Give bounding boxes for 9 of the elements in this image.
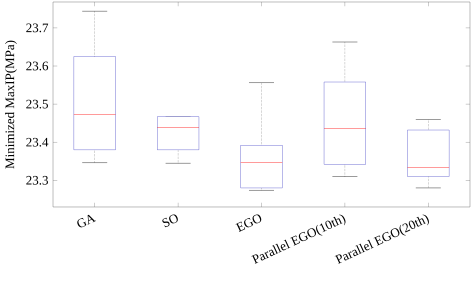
y-tick-label: 23.7: [26, 24, 48, 32]
y-tick-label: 23.4: [26, 138, 48, 147]
y-tick-label: 23.6: [26, 62, 48, 70]
x-tick-label: SO: [162, 214, 178, 228]
y-tick-label: 23.5: [26, 100, 48, 109]
y-tick-label: 23.3: [26, 176, 48, 185]
y-axis-title: Minimized MaxIP(MPa): [5, 40, 17, 169]
x-tick-label: GA: [77, 214, 96, 228]
x-tick-label: EGO: [235, 214, 262, 232]
